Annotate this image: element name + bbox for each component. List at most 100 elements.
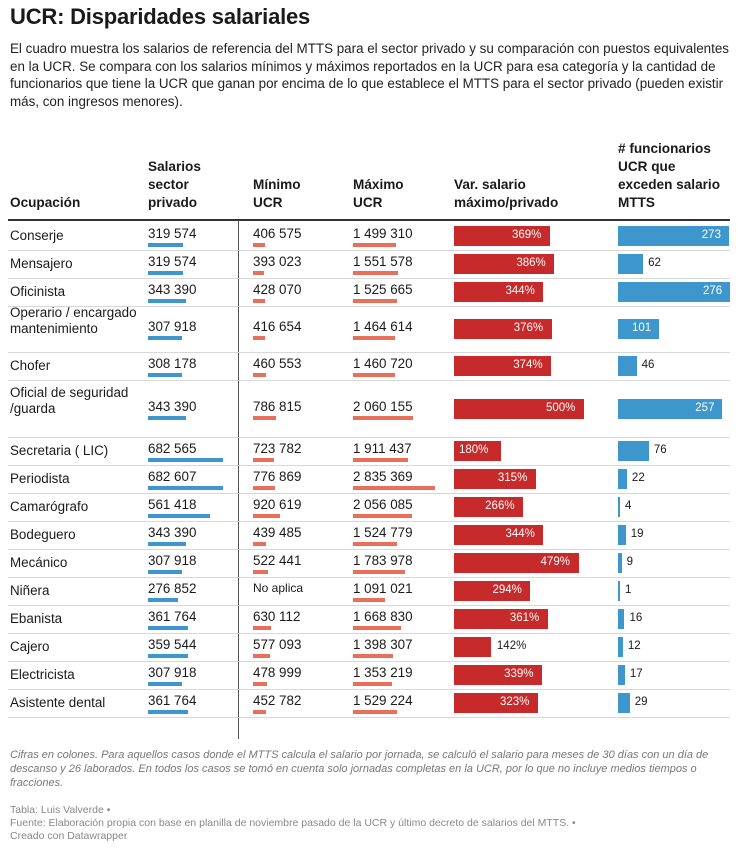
bar-funcionarios bbox=[618, 553, 622, 573]
label-variacion: 374% bbox=[513, 359, 543, 371]
label-variacion: 344% bbox=[505, 528, 535, 540]
cell-salario-privado: 343 390 bbox=[148, 525, 197, 540]
table-row: Mecánico 307 918 522 441 1 783 978 479% 9 bbox=[8, 549, 730, 578]
cell-maximo-ucr: 1 529 224 bbox=[353, 693, 413, 708]
label-funcionarios: 16 bbox=[629, 612, 643, 624]
cell-ocupacion: Chofer bbox=[10, 358, 51, 373]
table-row: Bodeguero 343 390 439 485 1 524 779 344% 19 bbox=[8, 521, 730, 550]
label-variacion: 500% bbox=[546, 401, 576, 414]
cell-ocupacion: Niñera bbox=[10, 583, 50, 598]
table-row: Oficial de seguridad /guarda 343 390 786 8… bbox=[8, 380, 730, 438]
bar-salario-privado bbox=[148, 299, 186, 303]
cell-minimo-ucr: 723 782 bbox=[253, 441, 302, 456]
cell-minimo-ucr: 393 023 bbox=[253, 254, 302, 269]
credit-datawrapper: Creado con Datawrapper bbox=[10, 830, 128, 842]
table-row: Electricista 307 918 478 999 1 353 219 339% 1… bbox=[8, 661, 730, 690]
cell-minimo-ucr: 786 815 bbox=[253, 398, 302, 414]
cell-salario-privado: 276 852 bbox=[148, 581, 197, 596]
bar-variacion bbox=[454, 254, 555, 274]
table-row: Camarógrafo 561 418 920 619 2 056 085 266% 4 bbox=[8, 493, 730, 522]
cell-salario-privado: 308 178 bbox=[148, 356, 197, 371]
bar-funcionarios bbox=[618, 637, 623, 657]
bar-minimo-ucr bbox=[253, 570, 269, 574]
bar-salario-privado bbox=[148, 271, 184, 275]
table-row: Conserje 319 574 406 575 1 499 310 369% 273 bbox=[8, 222, 730, 251]
cell-minimo-ucr: 439 485 bbox=[253, 525, 302, 540]
bar-variacion bbox=[454, 693, 538, 713]
bar-variacion bbox=[454, 356, 552, 376]
chart-title: UCR: Disparidades salariales bbox=[10, 4, 311, 29]
bar-minimo-ucr bbox=[253, 486, 276, 490]
bar-salario-privado bbox=[148, 598, 179, 602]
bar-funcionarios bbox=[618, 665, 625, 685]
cell-ocupacion: Operario / encargado mantenimiento bbox=[10, 305, 137, 336]
cell-minimo-ucr: 416 654 bbox=[253, 319, 302, 334]
cell-salario-privado: 343 390 bbox=[148, 282, 197, 297]
table-row: Mensajero 319 574 393 023 1 551 578 386% 62 bbox=[8, 250, 730, 279]
bar-variacion bbox=[454, 469, 536, 489]
label-funcionarios: 22 bbox=[631, 472, 645, 484]
bar-maximo-ucr bbox=[353, 336, 396, 340]
bar-salario-privado bbox=[148, 682, 182, 686]
credit-source: Fuente: Elaboración propia con base en p… bbox=[10, 817, 576, 829]
bar-funcionarios bbox=[618, 254, 644, 274]
cell-minimo-ucr: 630 112 bbox=[253, 609, 301, 624]
bar-maximo-ucr bbox=[353, 299, 398, 303]
label-variacion: 180% bbox=[459, 444, 489, 456]
cell-ocupacion: Conserje bbox=[10, 228, 64, 243]
bar-salario-privado bbox=[148, 336, 182, 340]
cell-ocupacion: Cajero bbox=[10, 639, 50, 654]
bar-maximo-ucr bbox=[353, 710, 398, 714]
cell-ocupacion: Mecánico bbox=[10, 555, 68, 570]
footnote: Cifras en colones. Para aquellos casos d… bbox=[10, 749, 709, 789]
header-funcionarios: # funcionarios UCR que exceden salario M… bbox=[618, 141, 721, 210]
label-funcionarios: 101 bbox=[631, 322, 652, 334]
bar-funcionarios bbox=[618, 525, 626, 545]
header-minimo-ucr: Mínimo UCR bbox=[253, 177, 301, 210]
cell-maximo-ucr: 1 353 219 bbox=[353, 665, 413, 680]
cell-minimo-ucr: 406 575 bbox=[253, 226, 302, 241]
bar-variacion bbox=[454, 553, 579, 573]
bar-minimo-ucr bbox=[253, 373, 267, 377]
table-row: Secretaria ( LIC) 682 565 723 782 1 911 437… bbox=[8, 437, 730, 466]
bar-salario-privado bbox=[148, 514, 210, 518]
bar-maximo-ucr bbox=[353, 486, 435, 490]
bar-maximo-ucr bbox=[353, 458, 409, 462]
bar-minimo-ucr bbox=[253, 458, 274, 462]
bar-salario-privado bbox=[148, 373, 182, 377]
cell-maximo-ucr: 1 668 830 bbox=[353, 609, 413, 624]
label-funcionarios: 29 bbox=[634, 696, 648, 708]
cell-ocupacion: Ebanista bbox=[10, 611, 63, 626]
bar-variacion bbox=[454, 282, 544, 302]
label-funcionarios: 273 bbox=[701, 229, 721, 241]
bar-maximo-ucr bbox=[353, 271, 398, 275]
credit-table: Tabla: Luis Valverde • bbox=[10, 804, 111, 816]
label-funcionarios: 276 bbox=[703, 285, 723, 297]
bar-funcionarios bbox=[618, 497, 620, 517]
bar-funcionarios bbox=[618, 282, 730, 302]
bar-minimo-ucr bbox=[253, 626, 272, 630]
cell-maximo-ucr: 1 460 720 bbox=[353, 356, 413, 371]
cell-minimo-ucr: 478 999 bbox=[253, 665, 302, 680]
bar-salario-privado bbox=[148, 486, 223, 490]
bar-maximo-ucr bbox=[353, 626, 402, 630]
cell-salario-privado: 307 918 bbox=[148, 319, 197, 334]
cell-minimo-ucr: 460 553 bbox=[253, 356, 302, 371]
label-variacion: 344% bbox=[505, 285, 535, 297]
bar-salario-privado bbox=[148, 458, 223, 462]
bar-minimo-ucr bbox=[253, 654, 270, 658]
bar-maximo-ucr bbox=[353, 243, 397, 247]
header-salarios-privado: Salarios sector privado bbox=[148, 159, 201, 210]
bar-minimo-ucr bbox=[253, 299, 266, 303]
label-variacion: 339% bbox=[504, 668, 534, 680]
label-variacion: 323% bbox=[499, 696, 530, 708]
cell-ocupacion: Oficinista bbox=[10, 284, 66, 299]
bar-minimo-ucr bbox=[253, 514, 280, 518]
table-row: Ebanista 361 764 630 112 1 668 830 361% 16 bbox=[8, 605, 730, 634]
cell-salario-privado: 319 574 bbox=[148, 254, 197, 269]
cell-salario-privado: 682 607 bbox=[148, 469, 197, 484]
bar-maximo-ucr bbox=[353, 542, 398, 546]
table-row: Niñera 276 852 No aplica 1 091 021 294% 1 bbox=[8, 577, 730, 606]
cell-minimo-ucr: 577 093 bbox=[253, 637, 302, 652]
cell-salario-privado: 361 764 bbox=[148, 609, 197, 624]
